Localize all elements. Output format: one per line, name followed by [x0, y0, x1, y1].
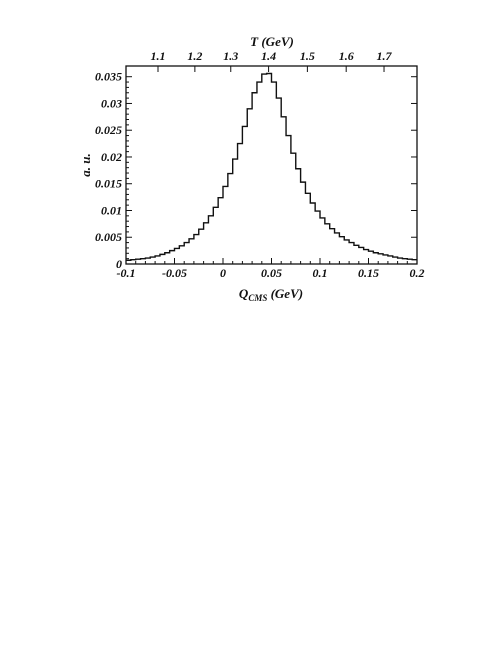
x-axis-label: QCMS (GeV) — [239, 286, 303, 303]
x-tick-label: 0 — [220, 266, 226, 280]
x-tick-label: 0.05 — [261, 266, 282, 280]
top-axis-ticks: 1.1 1.2 1.3 1.4 1.5 1.6 1.7 — [151, 49, 393, 72]
top-tick-label: 1.2 — [187, 49, 202, 63]
x-tick-label: 0.1 — [313, 266, 328, 280]
y-tick-label: 0.025 — [95, 123, 122, 137]
top-tick-label: 1.7 — [377, 49, 393, 63]
top-tick-label: 1.6 — [339, 49, 354, 63]
top-tick-label: 1.5 — [300, 49, 315, 63]
x-tick-label: 0.15 — [358, 266, 379, 280]
y-tick-label: 0.015 — [95, 177, 122, 191]
y-tick-label: 0.035 — [95, 70, 122, 84]
x-tick-label: 0.2 — [410, 266, 425, 280]
x-axis-label-main: Q — [239, 286, 249, 301]
top-tick-label: 1.1 — [151, 49, 166, 63]
histogram-series — [126, 72, 417, 261]
top-axis-label: T (GeV) — [250, 34, 294, 49]
x-axis-label-unit: (GeV) — [267, 286, 303, 301]
y-tick-label: 0.03 — [101, 96, 122, 110]
y-tick-label: 0.005 — [95, 230, 122, 244]
y-tick-label: 0.02 — [101, 150, 122, 164]
x-tick-label: -0.1 — [117, 266, 136, 280]
y-tick-label: 0 — [116, 257, 122, 271]
plot-frame — [125, 65, 418, 265]
y-axis-label: a. u. — [78, 153, 93, 176]
x-axis-label-subscript: CMS — [248, 293, 267, 303]
top-tick-label: 1.4 — [261, 49, 276, 63]
y-tick-label: 0.01 — [101, 203, 122, 217]
x-tick-label: -0.05 — [162, 266, 187, 280]
y-axis-ticks: 0 0.005 0.01 0.015 0.02 0.025 0.03 0.035 — [95, 70, 417, 271]
top-tick-label: 1.3 — [223, 49, 238, 63]
x-axis-ticks: -0.1 -0.05 0 0.05 0.1 0.15 0.2 — [117, 258, 425, 280]
